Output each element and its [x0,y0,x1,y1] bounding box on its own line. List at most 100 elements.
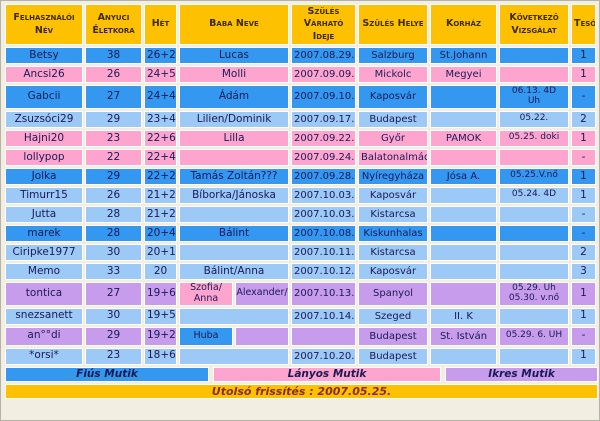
table-row: Jolka 29 22+2 Tamás Zoltán??? 2007.09.28. Nyí… [5,167,596,185]
cell-sibling: - [571,85,596,109]
cell-hospital [430,347,497,365]
cell-baby: Tamás Zoltán??? [179,167,289,185]
cell-place: Kaposvár [358,85,428,109]
cell-next [499,307,569,325]
cell-age: 29 [85,326,142,346]
cell-sibling: 1 [571,66,596,84]
cell-hospital [430,148,497,166]
cell-age: 23 [85,347,142,365]
cell-baby: Alexander/ [235,281,289,306]
cell-week: 22+4 [144,148,177,166]
cell-baby [179,307,289,325]
cell-baby [179,205,289,223]
baby-table: Felhasználói Név Anyuci Életkora Hét Bab… [3,2,598,367]
cell-due: 2007.09.17. [291,110,356,128]
cell-age: 29 [85,110,142,128]
table-row: Ciripke1977 30 20+1 2007.10.11. Kistarcsa 2 [5,243,596,261]
cell-baby: Bálint [179,224,289,242]
cell-baby: Molli [179,66,289,84]
cell-sibling: - [571,205,596,223]
cell-age: 28 [85,205,142,223]
cell-hospital [430,262,497,280]
cell-next [499,205,569,223]
cell-sibling: 2 [571,243,596,261]
table-row: *orsi* 23 18+6 2007.10.20. Budapest 1 [5,347,596,365]
cell-age: 26 [85,186,142,204]
col-header-baby-name: Baba Neve [179,4,289,46]
cell-hospital: Megyei [430,66,497,84]
cell-due: 2007.10.08. [291,224,356,242]
cell-sibling: 1 [571,281,596,306]
cell-age: 23 [85,129,142,147]
table-row: tontica 27 19+6 Szofia/ Anna Alexander/2007.… [5,281,596,306]
cell-place: Balatonalmádi [358,148,428,166]
cell-baby: Bálint/Anna [179,262,289,280]
cell-username: lollypop [5,148,83,166]
cell-place: Nyíregyháza [358,167,428,185]
cell-age: 38 [85,47,142,65]
cell-next [499,262,569,280]
cell-due [291,326,356,346]
cell-username: *orsi* [5,347,83,365]
cell-place: Kaposvár [358,262,428,280]
cell-week: 24+5 [144,66,177,84]
cell-place: Mickolc [358,66,428,84]
cell-due: 2007.09.10. [291,85,356,109]
cell-due: 2007.10.11. [291,243,356,261]
cell-username: Gabcii [5,85,83,109]
cell-age: 27 [85,281,142,306]
cell-username: an°°di [5,326,83,346]
cell-week: 20+1 [144,243,177,261]
cell-due: 2007.09.09. [291,66,356,84]
cell-next: 06.13. 4D Uh [499,85,569,109]
cell-baby [235,326,289,346]
col-header-next-exam: Következő Vizsgálat [499,4,569,46]
cell-due: 2007.09.22. [291,129,356,147]
cell-baby: Bíborka/Jánoska [179,186,289,204]
table-row: Zsuzsóci29 29 23+4 Lilien/Dominik 2007.09.17… [5,110,596,128]
table-row: Jutta 28 21+2 2007.10.03. Kistarcsa - [5,205,596,223]
cell-next [499,224,569,242]
cell-week: 19+2 [144,326,177,346]
cell-baby [179,347,289,365]
cell-week: 20+4 [144,224,177,242]
cell-next: 05.22. [499,110,569,128]
table-row: lollypop 22 22+4 2007.09.24. Balatonalmádi - [5,148,596,166]
cell-week: 21+2 [144,186,177,204]
cell-next: 05.29. 6. UH [499,326,569,346]
col-header-hospital: Korház [430,4,497,46]
cell-username: Timurr15 [5,186,83,204]
cell-week: 20 [144,262,177,280]
cell-baby: Lilien/Dominik [179,110,289,128]
cell-username: tontica [5,281,83,306]
cell-hospital: St. István [430,326,497,346]
col-header-mother-age: Anyuci Életkora [85,4,142,46]
cell-sibling: - [571,148,596,166]
cell-place: Spanyol [358,281,428,306]
cell-next: 05.24. 4D [499,186,569,204]
cell-hospital [430,224,497,242]
cell-username: Zsuzsóci29 [5,110,83,128]
cell-age: 29 [85,167,142,185]
cell-sibling: 1 [571,129,596,147]
cell-baby: Ádám [179,85,289,109]
cell-week: 18+6 [144,347,177,365]
cell-baby: Lilla [179,129,289,147]
cell-sibling: - [571,224,596,242]
col-header-birth-place: Szülés Helye [358,4,428,46]
cell-place: Budapest [358,326,428,346]
table-row: Betsy 38 26+2 Lucas 2007.08.29. Salzburg St.Jo… [5,47,596,65]
cell-age: 33 [85,262,142,280]
cell-age: 27 [85,85,142,109]
legend-bar: Fiús Mutik Lányos Mutik Ikres Mutik [5,366,598,382]
cell-username: Ancsi26 [5,66,83,84]
cell-hospital [430,243,497,261]
header-row: Felhasználói Név Anyuci Életkora Hét Bab… [5,4,596,46]
cell-username: Ciripke1977 [5,243,83,261]
cell-due: 2007.10.20. [291,347,356,365]
cell-next [499,66,569,84]
cell-baby [179,148,289,166]
cell-username: marek [5,224,83,242]
cell-next [499,47,569,65]
